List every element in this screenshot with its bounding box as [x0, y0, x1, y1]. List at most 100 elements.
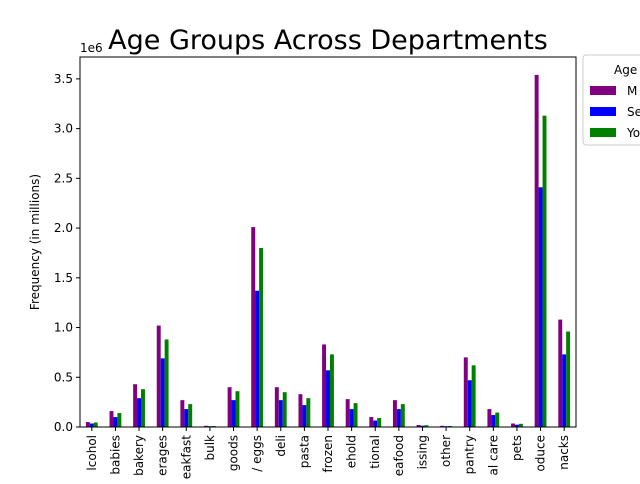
bar-yo-13 [400, 404, 405, 427]
bar-yo-20 [566, 331, 571, 427]
bar-se-3 [160, 358, 165, 427]
bar-m-0 [85, 422, 90, 427]
bar-m-2 [133, 384, 138, 427]
bar-se-10 [326, 370, 330, 427]
bar-m-6 [227, 387, 232, 427]
bar-m-7 [251, 227, 256, 427]
bar-se-11 [349, 409, 354, 427]
bar-m-9 [298, 394, 303, 427]
x-tick-label: deli [274, 435, 288, 457]
bar-m-16 [463, 357, 468, 427]
bar-yo-7 [259, 247, 264, 427]
bar-se-8 [278, 400, 283, 427]
y-axis-offset-label: 1e6 [80, 41, 103, 55]
x-tick-label: eafood [392, 435, 406, 476]
bar-yo-2 [141, 389, 145, 427]
bar-m-4 [180, 400, 185, 427]
bar-se-17 [491, 415, 496, 427]
x-tick-label: eakfast [179, 435, 193, 480]
x-axis: lcohol babies bakery erages eakfast bulk goods… [85, 427, 571, 479]
y-tick-label: 3.0 [54, 122, 73, 136]
bar-m-8 [274, 387, 279, 427]
x-tick-label: pasta [297, 435, 311, 468]
bar-yo-18 [518, 423, 523, 427]
x-tick-label: other [439, 435, 453, 467]
bar-yo-1 [117, 413, 122, 427]
y-tick-label: 1.0 [54, 321, 73, 335]
x-tick-label: lcohol [85, 435, 99, 471]
legend-swatch-m [590, 86, 616, 95]
bar-se-19 [538, 187, 543, 427]
x-tick-label: erages [156, 435, 170, 476]
bar-m-20 [558, 319, 563, 427]
bar-m-1 [109, 411, 114, 427]
y-tick-label: 3.5 [54, 72, 73, 86]
bar-yo-10 [329, 354, 334, 427]
x-tick-label: / eggs [250, 435, 264, 472]
bar-yo-4 [188, 404, 193, 427]
bars-group [85, 74, 571, 428]
legend-swatch-yo [590, 128, 616, 137]
bar-m-3 [156, 325, 161, 427]
legend: Age M Se Yo [582, 54, 640, 146]
x-tick-label: issing [415, 435, 429, 469]
bar-m-11 [345, 399, 350, 427]
y-tick-label: 0.0 [54, 420, 73, 434]
bar-m-10 [322, 344, 327, 427]
bar-m-13 [392, 400, 397, 427]
legend-title: Age [614, 63, 637, 77]
bar-se-9 [302, 405, 307, 427]
bar-se-7 [255, 290, 260, 427]
legend-label-m: M [627, 84, 637, 98]
chart-title: Age Groups Across Departments [108, 25, 548, 56]
x-tick-label: ehold [345, 435, 359, 468]
bar-se-18 [514, 424, 519, 427]
bar-yo-17 [495, 412, 500, 427]
bar-m-18 [511, 423, 515, 427]
bar-se-1 [113, 417, 118, 427]
bar-se-2 [137, 398, 142, 427]
bar-se-16 [467, 380, 472, 427]
bar-m-15 [440, 425, 445, 427]
x-tick-label: al care [486, 435, 500, 476]
bar-yo-11 [353, 403, 358, 427]
bar-yo-8 [282, 392, 287, 427]
bar-m-17 [487, 409, 492, 427]
x-tick-label: pantry [463, 435, 477, 474]
bar-se-6 [231, 400, 236, 427]
bar-se-13 [396, 409, 401, 427]
bar-yo-6 [235, 391, 240, 427]
y-axis-label: Frequency (in millions) [28, 174, 42, 310]
bar-yo-0 [93, 422, 98, 427]
x-tick-label: bulk [203, 435, 217, 461]
y-tick-label: 0.5 [54, 370, 73, 384]
legend-swatch-se [590, 107, 616, 116]
y-axis: 0.0 0.5 1.0 1.5 2.0 2.5 3.0 3.5 [54, 72, 80, 434]
bar-yo-14 [424, 425, 429, 427]
bar-m-12 [369, 417, 374, 427]
bar-yo-19 [542, 115, 547, 428]
bar-yo-3 [164, 339, 169, 427]
bar-m-5 [204, 425, 208, 427]
bar-se-20 [562, 354, 567, 427]
plot-frame [79, 56, 577, 428]
legend-box [582, 54, 640, 146]
x-tick-label: tional [368, 435, 382, 469]
x-tick-label: bakery [132, 435, 146, 476]
x-tick-label: goods [227, 435, 241, 471]
bar-se-0 [89, 423, 94, 427]
y-tick-label: 2.5 [54, 171, 73, 185]
bar-se-12 [373, 420, 378, 427]
bar-yo-16 [471, 365, 476, 427]
x-tick-label: frozen [321, 435, 335, 473]
x-tick-label: oduce [534, 435, 548, 472]
y-tick-label: 1.5 [54, 271, 73, 285]
y-tick-label: 2.0 [54, 221, 73, 235]
legend-label-se: Se [627, 105, 640, 119]
bar-m-14 [416, 425, 421, 427]
x-tick-label: pets [510, 435, 524, 461]
legend-label-yo: Yo [626, 126, 640, 140]
x-tick-label: nacks [557, 435, 571, 470]
